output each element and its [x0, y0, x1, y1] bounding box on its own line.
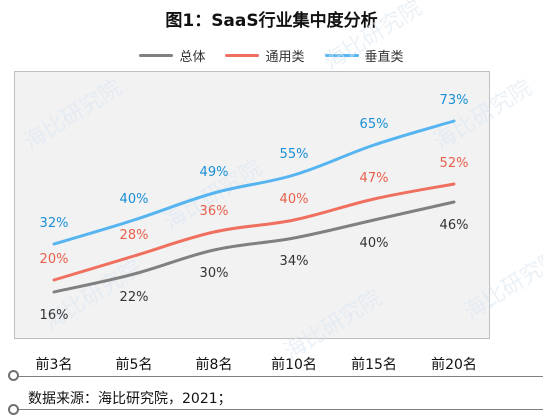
- x-tick-label: 前3名: [36, 356, 73, 373]
- legend-swatch-general: [225, 54, 260, 57]
- legend-swatch-vertical: [324, 54, 359, 57]
- source-note: 数据来源：海比研究院，2021；: [28, 391, 232, 407]
- data-label-overall: 34%: [280, 254, 309, 269]
- data-label-overall: 16%: [40, 308, 69, 323]
- legend-label-overall: 总体: [179, 50, 206, 65]
- legend: 总体 通用类 垂直类: [0, 46, 543, 65]
- series-line-general: [52, 182, 456, 282]
- plot-area: [14, 71, 490, 339]
- watermark-text: 海比研究院: [320, 0, 427, 75]
- x-tick-label: 前20名: [431, 356, 477, 373]
- data-label-general: 28%: [120, 228, 149, 243]
- legend-label-vertical: 垂直类: [364, 50, 404, 65]
- data-label-overall: 46%: [440, 218, 469, 233]
- series-line-overall: [52, 200, 456, 294]
- series-lines: [52, 119, 456, 294]
- data-label-vertical: 65%: [360, 117, 389, 132]
- data-label-general: 20%: [40, 252, 69, 267]
- data-label-overall: 22%: [120, 290, 149, 305]
- x-axis-ticks: 前3名 前5名 前8名 前10名 前15名 前20名: [36, 356, 477, 373]
- chart-title: 图1：SaaS行业集中度分析: [165, 11, 378, 31]
- x-tick-label: 前5名: [116, 356, 153, 373]
- data-label-general: 52%: [440, 156, 469, 171]
- series-line-vertical: [52, 119, 456, 246]
- data-label-general: 40%: [280, 192, 309, 207]
- watermark-text: 海比研究院: [430, 76, 537, 156]
- data-label-vertical: 49%: [200, 165, 229, 180]
- data-label-vertical: 73%: [440, 93, 469, 108]
- data-label-overall: 30%: [200, 266, 229, 281]
- watermark-text: 海比研究院: [20, 76, 127, 156]
- data-label-vertical: 32%: [40, 216, 69, 231]
- legend-item-vertical: 垂直类: [324, 46, 404, 65]
- x-tick-label: 前15名: [351, 356, 397, 373]
- divider-dot-top: [8, 370, 19, 381]
- source-divider-top: [14, 376, 543, 377]
- data-label-overall: 40%: [360, 236, 389, 251]
- source-divider-bottom: [14, 409, 543, 410]
- watermark-text: 海比研究院: [460, 246, 543, 326]
- legend-item-overall: 总体: [139, 46, 205, 65]
- data-label-general: 36%: [200, 204, 229, 219]
- data-label-general: 47%: [360, 171, 389, 186]
- data-labels: 16% 22% 30% 34% 40% 46% 20% 28% 36% 40% 47% 52% 32% 4…: [40, 93, 469, 323]
- watermark-text: 海比研究院: [280, 286, 387, 366]
- legend-item-general: 通用类: [225, 46, 305, 65]
- divider-dot-bottom: [8, 404, 19, 415]
- data-label-vertical: 55%: [280, 147, 309, 162]
- legend-swatch-overall: [139, 54, 174, 57]
- x-tick-label: 前8名: [196, 356, 233, 373]
- data-label-vertical: 40%: [120, 192, 149, 207]
- legend-label-general: 通用类: [265, 50, 305, 65]
- x-tick-label: 前10名: [271, 356, 317, 373]
